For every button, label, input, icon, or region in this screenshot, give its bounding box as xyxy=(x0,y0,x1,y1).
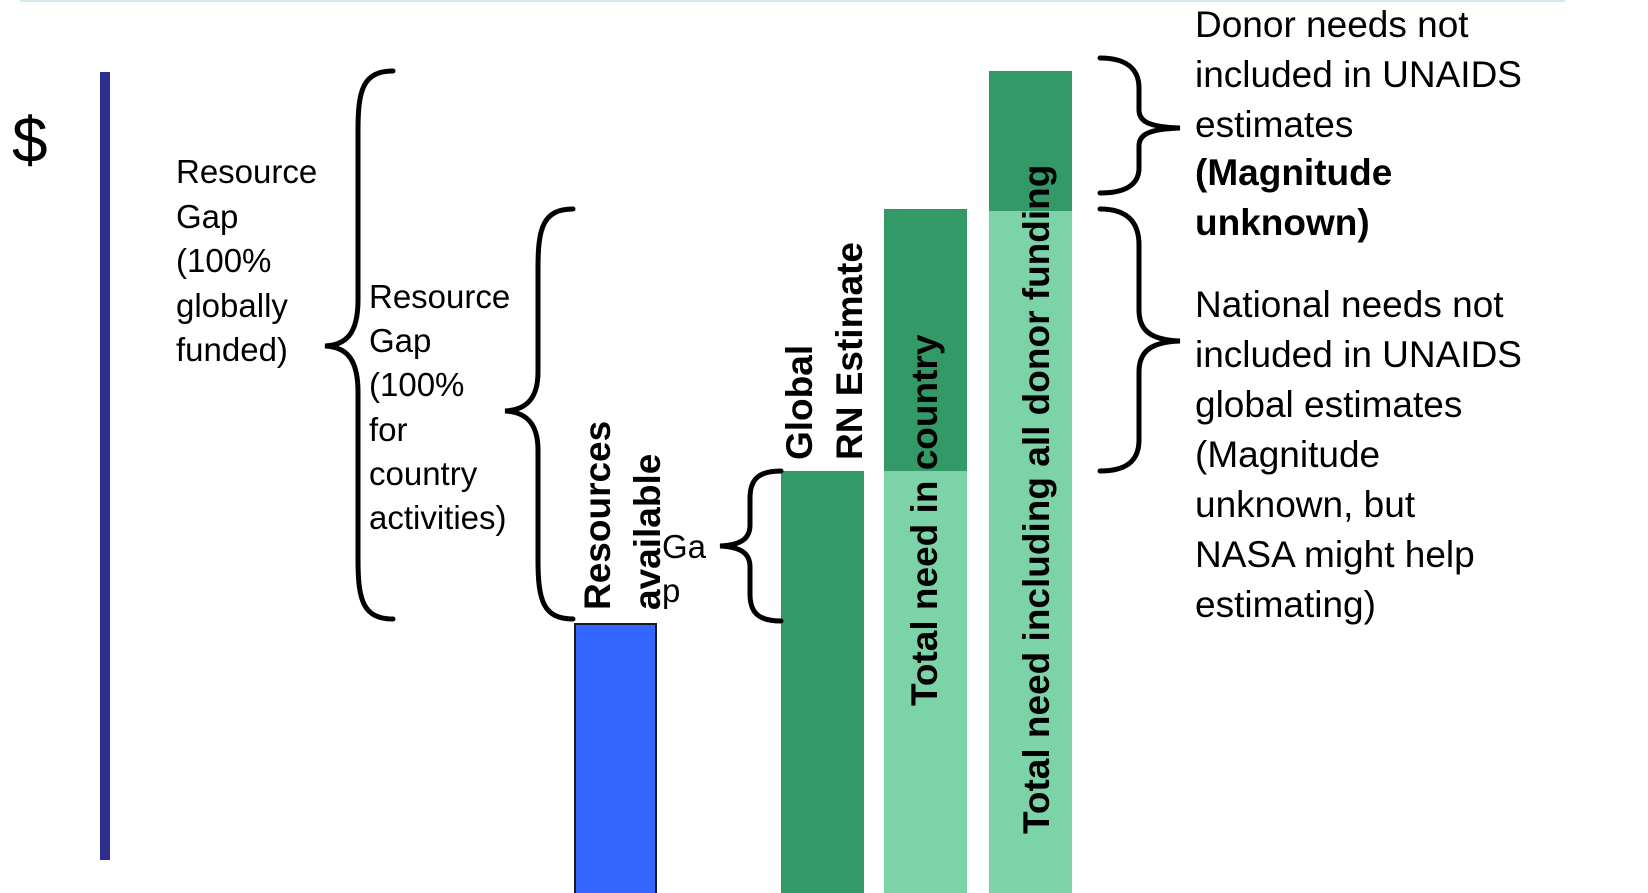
label-small-gap: Ga p xyxy=(662,528,707,609)
label-donor-needs: Donor needs not included in UNAIDS estim… xyxy=(1195,4,1522,145)
brace-donor-needs xyxy=(1097,55,1181,196)
brace-small-gap xyxy=(719,468,784,624)
label-donor-needs-magnitude: (Magnitude unknown) xyxy=(1195,152,1393,243)
bar-total-donor-lower xyxy=(989,211,1072,893)
bar-total-country-upper xyxy=(884,209,967,471)
bar-total-country-lower xyxy=(884,471,967,893)
label-national-needs: National needs not included in UNAIDS gl… xyxy=(1195,284,1522,625)
brace-national-needs xyxy=(1097,206,1181,474)
label-resources-line1: Resources xyxy=(577,420,618,610)
label-resource-gap-global: Resource Gap (100% globally funded) xyxy=(176,153,318,368)
bar-total-donor-upper xyxy=(989,71,1072,211)
bar-global-rn-estimate xyxy=(781,471,864,893)
top-rule xyxy=(20,0,1565,2)
label-total-need-country: Total need in country xyxy=(904,334,945,706)
brace-global-gap xyxy=(324,68,396,622)
bar-resources-available xyxy=(574,623,657,893)
label-total-need-donor: Total need including all donor funding xyxy=(1016,164,1057,834)
y-axis-line xyxy=(100,72,110,860)
label-resources-line2: available xyxy=(627,453,668,610)
label-global-line1: Global xyxy=(779,344,820,460)
y-axis-symbol: $ xyxy=(12,104,48,176)
brace-country-gap xyxy=(504,206,576,622)
label-resource-gap-country: Resource Gap (100% for country activitie… xyxy=(369,278,511,537)
label-global-line2: RN Estimate xyxy=(829,242,870,460)
